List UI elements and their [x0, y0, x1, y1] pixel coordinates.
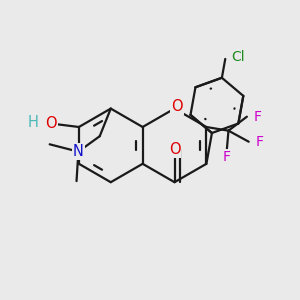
Text: N: N	[73, 144, 84, 159]
Text: F: F	[223, 150, 231, 164]
Text: H: H	[28, 115, 39, 130]
Text: Cl: Cl	[231, 50, 244, 64]
Text: O: O	[169, 142, 180, 157]
Text: F: F	[253, 110, 261, 124]
Text: O: O	[46, 116, 57, 131]
Text: O: O	[172, 99, 183, 114]
Text: F: F	[255, 135, 263, 149]
